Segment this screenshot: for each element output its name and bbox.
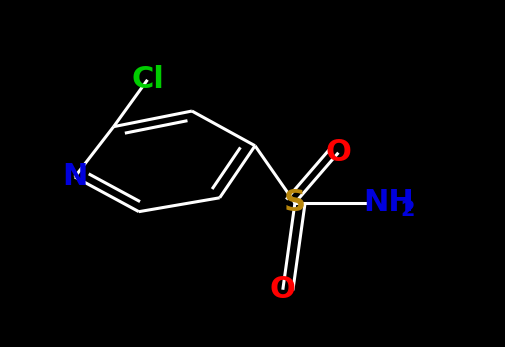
Text: NH: NH [364,188,414,218]
Text: O: O [270,275,296,304]
Text: N: N [62,162,87,192]
Text: S: S [284,188,306,218]
Text: Cl: Cl [131,65,164,94]
Text: O: O [325,138,351,167]
Text: 2: 2 [400,200,415,220]
